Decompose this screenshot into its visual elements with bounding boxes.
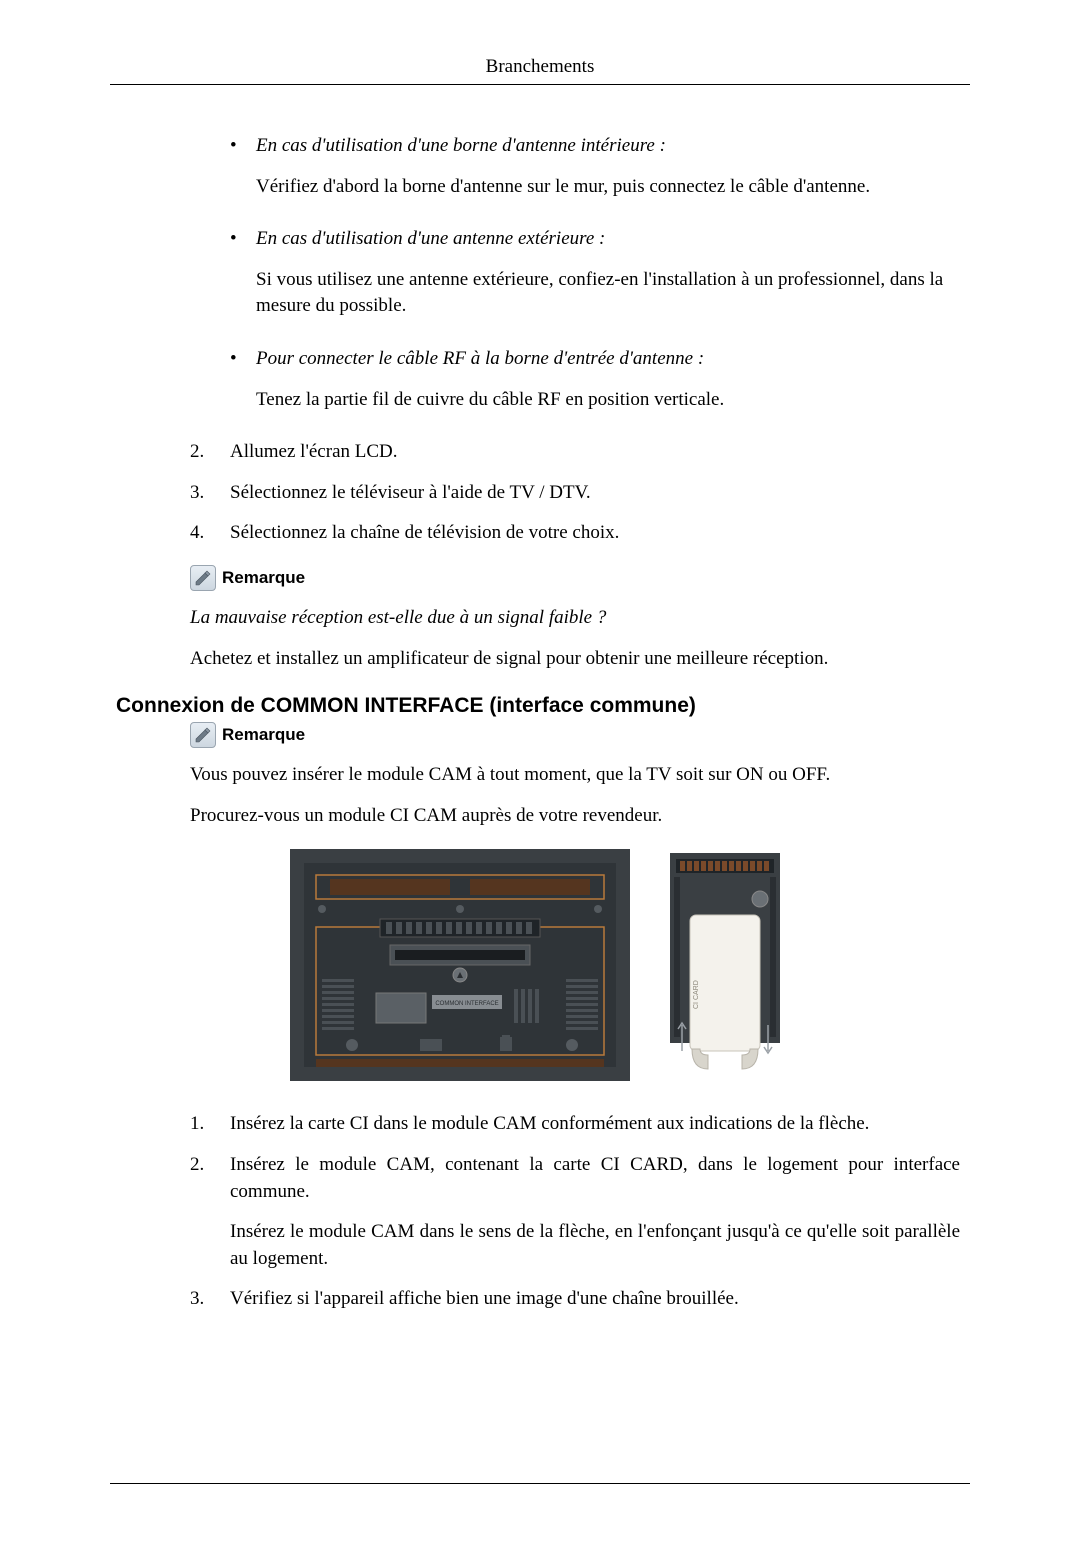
note-question: La mauvaise réception est-elle due à un … xyxy=(190,605,970,632)
note-header: Remarque xyxy=(190,565,970,591)
page: Branchements • En cas d'utilisation d'un… xyxy=(0,0,1080,1564)
bullet-list: • En cas d'utilisation d'une borne d'ant… xyxy=(230,133,960,427)
num-marker: 3. xyxy=(190,480,230,507)
svg-text:CI CARD: CI CARD xyxy=(693,981,700,1010)
bullet-text: Tenez la partie fil de cuivre du câble R… xyxy=(256,387,960,414)
footer-rule xyxy=(110,1483,970,1484)
list-item: 2. Insérez le module CAM, contenant la c… xyxy=(190,1152,960,1272)
note-paragraph: Procurez-vous un module CI CAM auprès de… xyxy=(190,803,970,830)
bullet-title: Pour connecter le câble RF à la borne d'… xyxy=(256,346,960,373)
list-item: 3. Vérifiez si l'appareil affiche bien u… xyxy=(190,1286,960,1313)
bullet-item: • En cas d'utilisation d'une antenne ext… xyxy=(230,226,960,334)
num-body: Insérez le module CAM, contenant la cart… xyxy=(230,1152,960,1272)
pencil-icon xyxy=(190,722,216,748)
num-marker: 2. xyxy=(190,1152,230,1272)
section-heading: Connexion de COMMON INTERFACE (interface… xyxy=(116,694,970,718)
bullet-body: Pour connecter le câble RF à la borne d'… xyxy=(256,346,960,427)
num-text: Insérez le module CAM, contenant la cart… xyxy=(230,1152,960,1205)
bullet-item: • En cas d'utilisation d'une borne d'ant… xyxy=(230,133,960,214)
note-label: Remarque xyxy=(222,568,305,588)
bullet-title: En cas d'utilisation d'une borne d'anten… xyxy=(256,133,960,160)
ci-card-figure: CI CARD xyxy=(660,849,790,1081)
num-marker: 1. xyxy=(190,1111,230,1138)
bullet-marker: • xyxy=(230,133,256,214)
list-item: 2. Allumez l'écran LCD. xyxy=(190,439,960,466)
svg-text:COMMON INTERFACE: COMMON INTERFACE xyxy=(435,1001,498,1007)
note-answer: Achetez et installez un amplificateur de… xyxy=(190,646,970,673)
bullet-marker: • xyxy=(230,226,256,334)
bullet-marker: • xyxy=(230,346,256,427)
numbered-list-b: 1. Insérez la carte CI dans le module CA… xyxy=(190,1111,960,1313)
note-label: Remarque xyxy=(222,725,305,745)
list-item: 1. Insérez la carte CI dans le module CA… xyxy=(190,1111,960,1138)
num-text: Insérez la carte CI dans le module CAM c… xyxy=(230,1111,960,1138)
bullet-body: En cas d'utilisation d'une borne d'anten… xyxy=(256,133,960,214)
bullet-item: • Pour connecter le câble RF à la borne … xyxy=(230,346,960,427)
bullet-body: En cas d'utilisation d'une antenne extér… xyxy=(256,226,960,334)
num-text: Vérifiez si l'appareil affiche bien une … xyxy=(230,1286,960,1313)
note-paragraph: Vous pouvez insérer le module CAM à tout… xyxy=(190,762,970,789)
pencil-icon xyxy=(190,565,216,591)
note-block: Remarque La mauvaise réception est-elle … xyxy=(190,565,970,632)
note-header: Remarque xyxy=(190,722,970,748)
bullet-title: En cas d'utilisation d'une antenne extér… xyxy=(256,226,960,253)
list-item: 4. Sélectionnez la chaîne de télévision … xyxy=(190,520,960,547)
num-marker: 2. xyxy=(190,439,230,466)
num-text: Sélectionnez le téléviseur à l'aide de T… xyxy=(230,480,960,507)
num-text: Allumez l'écran LCD. xyxy=(230,439,960,466)
num-subtext: Insérez le module CAM dans le sens de la… xyxy=(230,1219,960,1272)
list-item: 3. Sélectionnez le téléviseur à l'aide d… xyxy=(190,480,960,507)
num-marker: 4. xyxy=(190,520,230,547)
bullet-text: Si vous utilisez une antenne extérieure,… xyxy=(256,267,960,320)
tv-back-figure: COMMON INTERFACE xyxy=(290,849,630,1081)
numbered-list-a: 2. Allumez l'écran LCD. 3. Sélectionnez … xyxy=(190,439,960,547)
num-text: Sélectionnez la chaîne de télévision de … xyxy=(230,520,960,547)
bullet-text: Vérifiez d'abord la borne d'antenne sur … xyxy=(256,174,960,201)
page-header: Branchements xyxy=(110,56,970,85)
num-marker: 3. xyxy=(190,1286,230,1313)
note-block: Remarque xyxy=(190,722,970,748)
figure-row: COMMON INTERFACE xyxy=(110,849,970,1081)
